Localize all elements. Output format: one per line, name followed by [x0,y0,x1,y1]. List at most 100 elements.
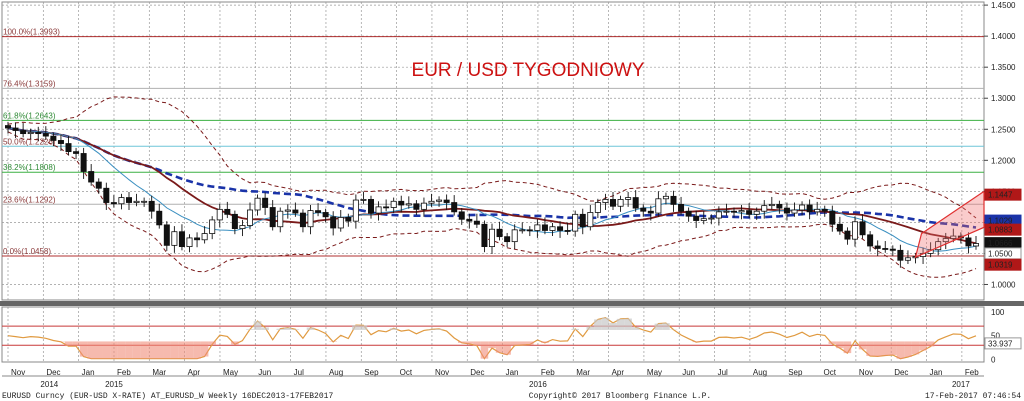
price-tag [984,258,1022,271]
candle-body [420,202,427,210]
candle-body [768,203,775,207]
oscillator-fill [631,327,640,330]
candle-body [541,224,548,231]
oscillator-fill [609,322,617,330]
slow-ma-line [7,126,977,229]
candle-body [80,153,87,172]
footer-security: EURUSD Curncy (EUR-USD X-RATE) AT_EURUSD… [2,392,333,401]
month-label: Jul [294,368,304,377]
candle-body [163,224,170,246]
oscillator-fill [231,341,239,345]
oscillator-fill [495,341,504,353]
candle-body [488,228,495,248]
candle-body [375,206,382,214]
oscillator-fill [457,341,466,343]
candle-body [549,226,556,231]
month-label: Feb [965,368,979,377]
candle-body [436,199,443,202]
candle-body [103,187,110,203]
oscillator-fill [276,328,285,330]
oscillator-fill [110,341,118,359]
candle-body [670,195,677,205]
candle-body [171,231,178,246]
candle-body [753,210,760,215]
candle-body [148,200,155,212]
month-label: Feb [117,368,131,377]
candle-body [496,228,503,238]
candle-body [262,197,269,208]
candle-body [715,211,722,219]
candle-body [731,210,738,213]
oscillator-fill [427,329,436,330]
indicator-value-tag [984,337,1022,350]
candle-body [110,202,117,205]
candle-body [27,131,34,135]
month-label: Aug [329,368,343,377]
candle-body [799,204,806,211]
candle-body [458,211,465,220]
oscillator-fill [94,341,103,359]
oscillator-fill [178,341,186,359]
oscillator-fill [654,323,663,330]
candle-body [965,237,972,247]
candle-body [594,202,601,213]
month-label: Aug [753,368,767,377]
year-label: 2016 [529,380,547,389]
month-label: Apr [612,368,625,377]
month-label: Mar [576,368,590,377]
oscillator-fill [170,341,179,359]
candle-body [133,200,140,203]
upper-band-line [7,96,977,219]
candle-body [337,217,344,229]
indicator-frame [1,306,985,363]
candle-body [50,135,57,141]
candle-body [723,210,730,213]
candle-body [662,195,669,200]
month-label: Jun [682,368,695,377]
oscillator-fill [873,341,882,357]
price-tick-label: 1.0000 [991,280,1016,289]
oscillator-fill [64,341,73,347]
candle-body [186,237,193,248]
oscillator-fill [352,325,360,330]
indicator-tick-label: 0 [991,356,996,365]
candle-body [579,213,586,228]
candle-body [473,220,480,225]
footer-copyright: Copyright© 2017 Bloomberg Finance L.P. [529,392,711,401]
candle-body [746,210,753,215]
price-tag [984,188,1022,201]
candle-body [126,197,133,203]
candle-body [610,199,617,207]
oscillator-fill [616,318,625,330]
candle-body [526,229,533,232]
candle-body [693,215,700,221]
candle-body [632,197,639,209]
oscillator-fill [488,341,496,349]
candle-body [254,197,261,211]
oscillator-fill [132,341,141,359]
fib-level-label: 76.4%(1.3159) [3,79,56,88]
oscillator-fill [163,341,171,359]
indicator-panel: 100 50 0 33.937 [2,308,1022,365]
candle-body [829,210,836,225]
oscillator-fill [147,341,156,359]
month-label: Nov [11,368,25,377]
oscillator-fill [881,341,890,356]
candles [5,121,980,268]
month-label: Oct [824,368,837,377]
oscillator-fill [306,327,315,330]
candle-body [814,208,821,213]
candle-body [20,130,27,135]
oscillator-fill [200,341,209,357]
chart-title: EUR / USD TYGODNIOWY [412,60,645,81]
candle-body [405,203,412,206]
candle-body [602,199,609,203]
oscillator-fill [435,328,443,330]
oscillator-fill [140,341,148,359]
month-label: Jun [258,368,271,377]
oscillator-fill [253,321,262,330]
candle-body [398,200,405,206]
price-tick-label: 1.3000 [991,94,1016,103]
price-tag-label: 1.1447 [988,191,1013,200]
